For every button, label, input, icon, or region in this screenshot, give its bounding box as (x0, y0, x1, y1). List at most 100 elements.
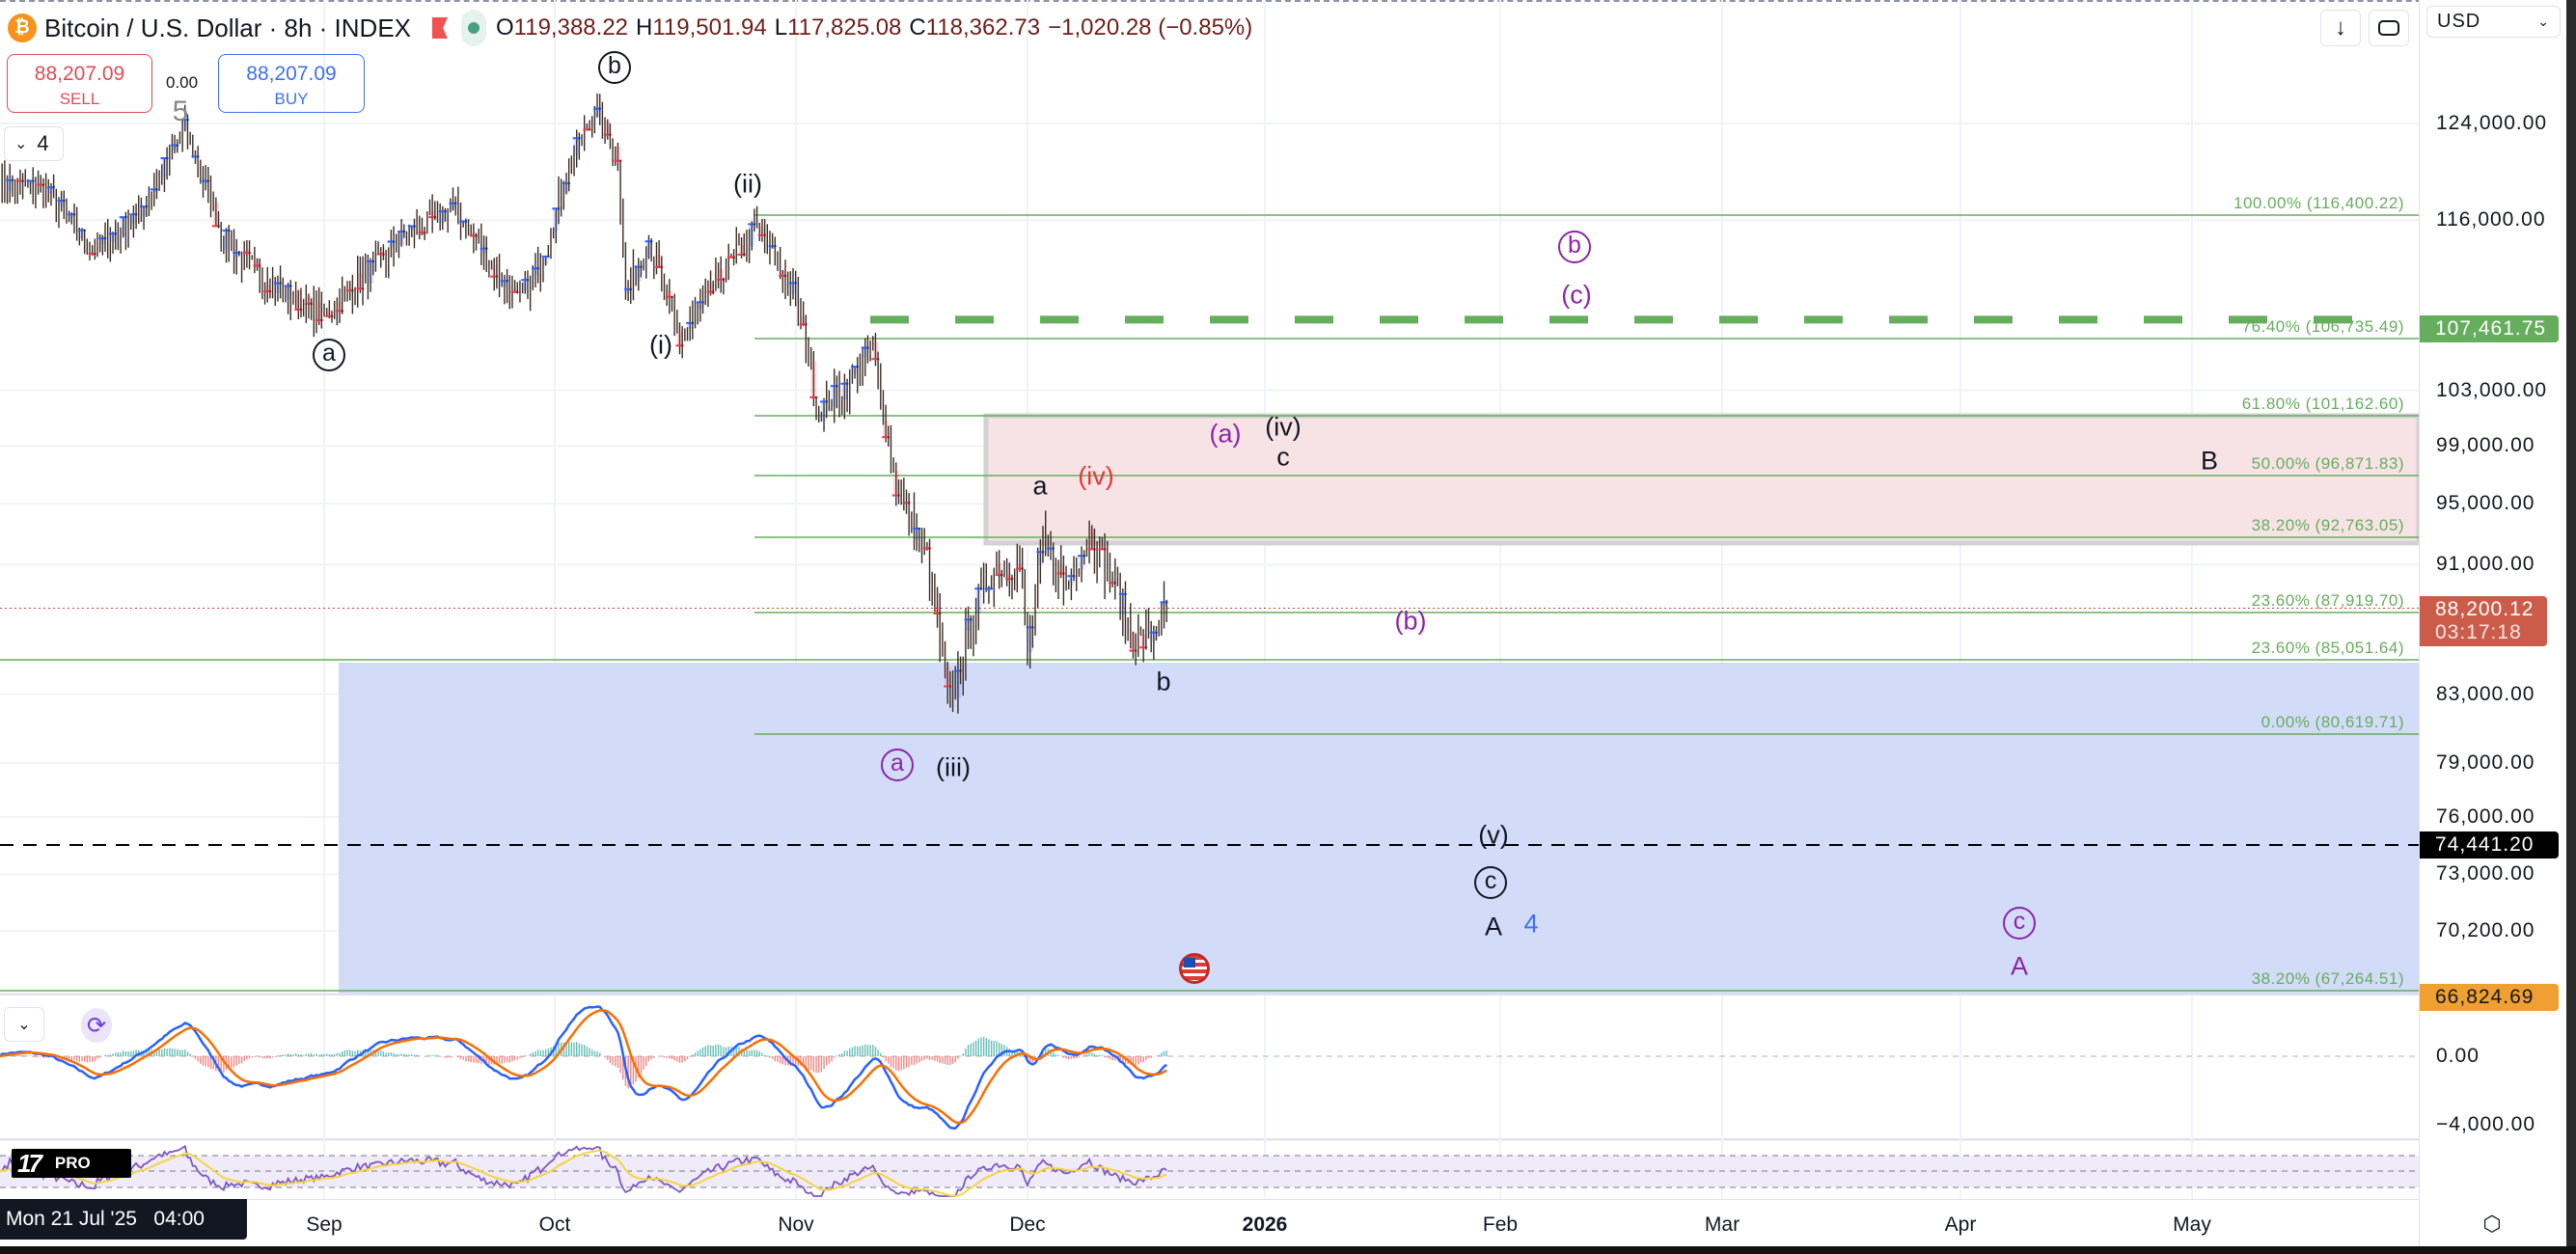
ohlc-c: C118,362.73 (909, 14, 1040, 41)
pink-resistance-zone (983, 413, 2419, 546)
crosshair-time-label: Mon 21 Jul '25 04:00 (0, 1199, 247, 1240)
candle-body (233, 253, 240, 258)
currency-value: USD (2437, 11, 2481, 32)
wave-label-c-paren: (c) (1561, 280, 1592, 310)
candle-body (141, 206, 148, 217)
scroll-to-latest-button[interactable]: ↓ (2320, 10, 2361, 46)
wave-label-a: a (1032, 471, 1048, 501)
fib-level-label: 23.60% (85,051.64) (2251, 639, 2404, 657)
candle-body (99, 238, 106, 245)
candle-body (78, 230, 85, 238)
market-status-icon[interactable] (461, 10, 486, 46)
candle-body (666, 290, 672, 297)
candle-body (656, 255, 663, 267)
bar-countdown: 03:17:18 (2435, 621, 2522, 644)
candle-body (635, 266, 642, 282)
candle-body (563, 182, 570, 194)
buy-button[interactable]: 88,207.09 BUY (218, 54, 365, 113)
candle-body (1037, 552, 1044, 565)
macd-axis-zero: 0.00 (2436, 1045, 2480, 1067)
macd-line (0, 1005, 1167, 1130)
candle-body (810, 361, 817, 397)
currency-select[interactable]: USD ⌄ (2426, 6, 2561, 38)
axis-settings-icon[interactable]: ⬡ (2482, 1212, 2502, 1236)
us-flag-event-icon[interactable] (1179, 953, 1210, 984)
wave-label-A-purple: A (2010, 951, 2029, 981)
fullscreen-button[interactable] (2369, 10, 2409, 46)
price-axis-tick: 79,000.00 (2436, 751, 2535, 775)
candle-body (934, 606, 941, 614)
price-axis-tick: 73,000.00 (2436, 862, 2535, 886)
fib-level-label: 50.00% (96,871.83) (2251, 454, 2404, 473)
candle-body (181, 120, 188, 130)
sell-button[interactable]: 88,207.09 SELL (7, 54, 152, 113)
candle-body (676, 331, 683, 346)
candle-body (326, 309, 333, 316)
tradingview-logo-icon: 17 (17, 1148, 42, 1178)
flag-icon[interactable] (432, 17, 448, 39)
candle-body (522, 280, 529, 291)
ohlc-value: 119,501.94 (652, 14, 767, 41)
fib-level-label: 61.80% (101,162.60) (2241, 394, 2404, 413)
candle-body (429, 210, 436, 218)
candle-body (120, 217, 126, 236)
refresh-icon[interactable]: ⟳ (81, 1008, 112, 1043)
ohlc-key: C (909, 14, 926, 41)
wave-label-i: (i) (649, 330, 672, 360)
chart-top-border (0, 0, 2566, 2)
candle-body (480, 248, 487, 254)
candle-body (1150, 632, 1157, 641)
candle-body (408, 226, 415, 231)
price-axis-tick: 91,000.00 (2436, 553, 2535, 576)
circled-c-purple: c (2003, 907, 2036, 940)
ohlc-o: O119,388.22 (496, 14, 628, 41)
candle-body (985, 588, 992, 592)
candle-body (553, 208, 560, 232)
wave-label-B: B (2200, 446, 2219, 476)
candle-body (1119, 593, 1126, 615)
candle-body (1099, 544, 1106, 550)
circled-a: a (313, 339, 345, 371)
wave-label-c-circled-purple: c (2003, 907, 2036, 940)
price-axis-tick: 99,000.00 (2436, 434, 2535, 457)
symbol-title[interactable]: Bitcoin / U.S. Dollar · 8h · INDEX (44, 13, 411, 42)
candle-body (542, 256, 549, 264)
candle-body (800, 316, 807, 325)
price-axis-tick: 83,000.00 (2436, 682, 2535, 705)
candle-body (7, 179, 14, 192)
fib-level-label: 0.00% (80,619.71) (2261, 713, 2404, 731)
candle-body (758, 226, 765, 235)
ohlc-l: L117,825.08 (775, 14, 902, 41)
time-axis-label: Nov (778, 1213, 814, 1236)
wave-label-c: c (1276, 442, 1290, 472)
wave-label-4: 4 (1523, 909, 1539, 939)
time-axis-label: May (2173, 1213, 2211, 1236)
candle-body (841, 383, 848, 400)
pro-label: PRO (54, 1154, 91, 1172)
candle-body (1016, 563, 1023, 569)
circled-a-purple: a (881, 749, 914, 781)
candle-body (573, 138, 580, 155)
macd-signal-line (0, 1009, 1167, 1125)
candle-body (398, 232, 405, 246)
candle-body (470, 232, 477, 236)
bitcoin-icon: ₿ (8, 14, 37, 42)
wave-label-a-paren: (a) (1209, 419, 1242, 449)
macd-collapse-button[interactable]: ⌄ (4, 1007, 44, 1042)
blue-target-zone (339, 663, 2419, 995)
candle-body (47, 187, 54, 194)
candle-body (388, 241, 395, 248)
ohlc-value: 118,362.73 (925, 14, 1041, 41)
candle-body (243, 249, 250, 254)
candle-body (1161, 602, 1167, 607)
sell-price: 88,207.09 (34, 63, 125, 85)
time-axis-label: Feb (1482, 1213, 1519, 1236)
tradingview-pro-logo[interactable]: 17 PRO (12, 1149, 131, 1178)
time-axis[interactable] (0, 1199, 2419, 1246)
macd-pane (0, 995, 2419, 1138)
legend-collapse-toggle[interactable]: ⌄ 4 (4, 126, 64, 161)
candle-body (872, 341, 879, 360)
candle-body (1079, 556, 1085, 570)
main-price-pane[interactable] (0, 0, 2419, 1199)
candle-body (594, 108, 601, 118)
